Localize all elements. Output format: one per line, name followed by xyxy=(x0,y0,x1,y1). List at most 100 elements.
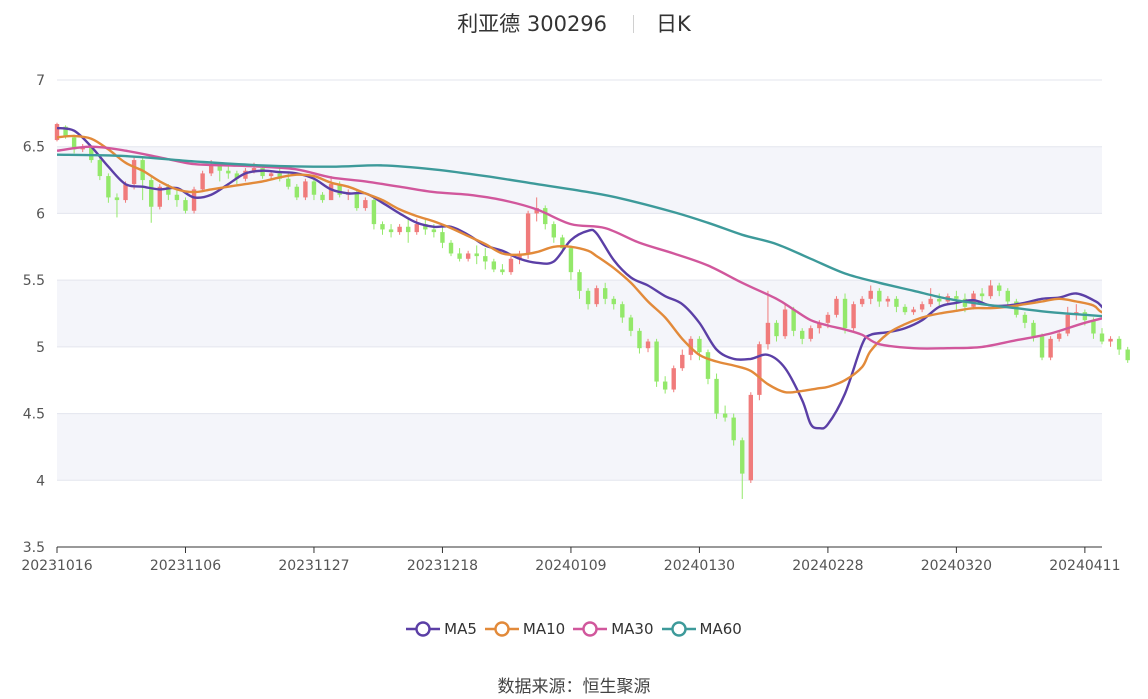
candle-up xyxy=(517,253,522,259)
candle-up xyxy=(465,253,471,259)
candle-down xyxy=(979,293,985,297)
x-tick-label: 20240320 xyxy=(921,558,992,574)
candle-down xyxy=(602,288,608,299)
candle-up xyxy=(817,322,822,329)
candle-down xyxy=(791,309,796,331)
candle-down xyxy=(483,256,488,262)
candle-down xyxy=(842,298,848,329)
candle-down xyxy=(731,417,736,441)
legend-label: MA10 xyxy=(522,620,566,638)
candle-down xyxy=(106,176,111,198)
x-tick-label: 20231016 xyxy=(21,558,92,574)
candle-down xyxy=(697,338,702,353)
x-tick-label: 20231218 xyxy=(407,558,478,574)
candle-down xyxy=(585,290,591,305)
candle-down xyxy=(440,232,445,243)
legend-marker-icon xyxy=(406,621,441,637)
candle-down xyxy=(448,242,454,254)
candle-up xyxy=(414,224,419,233)
candle-up xyxy=(594,288,599,305)
candle-up xyxy=(123,184,128,201)
candle-up xyxy=(885,298,891,302)
candle-down xyxy=(654,341,659,382)
legend-item-ma30[interactable]: MA30 xyxy=(573,620,654,638)
candle-down xyxy=(97,160,103,177)
candle-down xyxy=(577,272,582,291)
candle-down xyxy=(234,173,240,179)
series-line-ma30 xyxy=(57,145,1102,350)
candle-down xyxy=(371,200,377,225)
x-tick-label: 20240228 xyxy=(792,558,863,574)
candle-up xyxy=(1048,338,1053,358)
candle-down xyxy=(474,253,479,257)
candle-up xyxy=(851,304,856,329)
candle-down xyxy=(774,322,779,337)
legend-marker-icon xyxy=(661,621,696,637)
candle-up xyxy=(525,213,531,254)
candle-up xyxy=(363,200,368,209)
y-tick-label: 4 xyxy=(36,473,45,489)
kline-chart: 3.5 4 4.5 5 5.5 6 6.5 7 20231016 20231106 20231127… xyxy=(21,73,1130,574)
candle-down xyxy=(431,229,437,233)
candle-up xyxy=(757,344,762,395)
candle-down xyxy=(354,192,359,209)
candle-up xyxy=(303,181,308,198)
series-line-ma10 xyxy=(57,134,1102,394)
candle-down xyxy=(260,168,265,177)
candle-down xyxy=(568,248,574,273)
stock-name-code: 利亚德 300296 xyxy=(457,12,608,36)
candle-down xyxy=(286,178,291,187)
candle-down xyxy=(877,290,882,302)
candle-down xyxy=(149,180,154,207)
legend-item-ma60[interactable]: MA60 xyxy=(661,620,742,638)
candle-down xyxy=(337,184,342,195)
legend-marker-icon xyxy=(484,621,519,637)
candle-up xyxy=(911,309,916,313)
candle-up xyxy=(268,173,274,177)
series-line-ma60 xyxy=(57,153,1102,318)
candle-up xyxy=(1056,333,1062,339)
y-tick-label: 5.5 xyxy=(23,273,45,289)
legend-label: MA5 xyxy=(444,620,477,638)
candle-up xyxy=(508,258,514,273)
candle-down xyxy=(662,381,668,390)
candle-down xyxy=(800,330,805,339)
candle-up xyxy=(328,184,334,201)
legend-item-ma10[interactable]: MA10 xyxy=(484,620,566,638)
candle-down xyxy=(226,170,231,174)
legend-item-ma5[interactable]: MA5 xyxy=(406,620,477,638)
candle-up xyxy=(131,160,137,185)
candle-down xyxy=(405,226,411,233)
title-separator xyxy=(633,15,635,33)
candle-down xyxy=(63,126,68,137)
candle-down xyxy=(423,224,428,230)
candle-down xyxy=(457,253,462,259)
candle-up xyxy=(1065,314,1070,334)
candle-down xyxy=(217,165,222,171)
candle-up xyxy=(680,354,685,369)
candle-up xyxy=(191,189,197,211)
candle-down xyxy=(560,237,565,249)
candle-down xyxy=(1039,336,1045,358)
y-tick-label: 6 xyxy=(36,206,45,222)
candle-down xyxy=(89,146,94,161)
candle-down xyxy=(380,224,385,230)
candle-down xyxy=(714,378,719,414)
period-label: 日K xyxy=(656,12,691,36)
candle-up xyxy=(251,168,257,171)
data-source: 数据来源：恒生聚源 xyxy=(0,672,1148,697)
legend-marker-icon xyxy=(573,621,608,637)
candle-down xyxy=(740,440,745,474)
candle-down xyxy=(1082,312,1088,321)
candle-down xyxy=(894,298,899,307)
x-tick-label: 20231127 xyxy=(278,558,349,574)
candle-up xyxy=(54,124,60,141)
candle-up xyxy=(157,186,162,207)
candle-down xyxy=(1091,320,1096,334)
candle-up xyxy=(782,309,788,337)
candle-down xyxy=(1031,322,1036,337)
series-line-ma5 xyxy=(57,126,1102,430)
legend-label: MA60 xyxy=(699,620,742,638)
candle-down xyxy=(388,229,394,233)
candle-down xyxy=(500,269,505,273)
